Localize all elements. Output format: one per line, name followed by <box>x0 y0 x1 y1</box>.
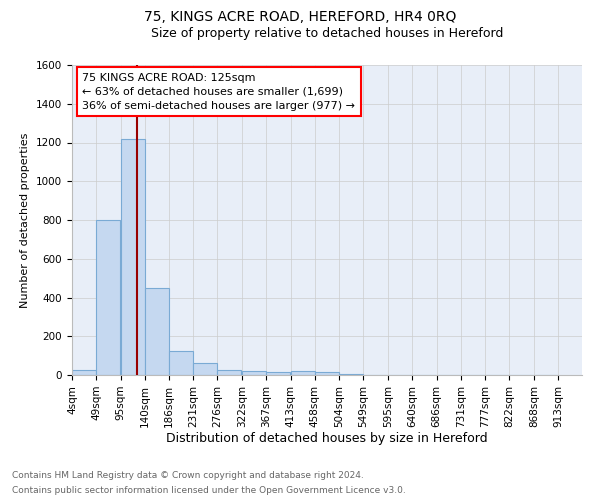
Text: Contains HM Land Registry data © Crown copyright and database right 2024.: Contains HM Land Registry data © Crown c… <box>12 471 364 480</box>
Bar <box>315 372 339 375</box>
Bar <box>96 220 120 375</box>
Bar <box>169 351 193 375</box>
Y-axis label: Number of detached properties: Number of detached properties <box>20 132 31 308</box>
Bar <box>217 370 241 375</box>
Text: 75 KINGS ACRE ROAD: 125sqm
← 63% of detached houses are smaller (1,699)
36% of s: 75 KINGS ACRE ROAD: 125sqm ← 63% of deta… <box>82 72 355 111</box>
Bar <box>339 374 364 375</box>
Text: 75, KINGS ACRE ROAD, HEREFORD, HR4 0RQ: 75, KINGS ACRE ROAD, HEREFORD, HR4 0RQ <box>144 10 456 24</box>
Bar <box>72 370 96 375</box>
Bar <box>121 138 145 375</box>
Bar <box>193 364 217 375</box>
Bar <box>266 372 290 375</box>
Text: Contains public sector information licensed under the Open Government Licence v3: Contains public sector information licen… <box>12 486 406 495</box>
Bar <box>290 371 315 375</box>
Bar <box>145 288 169 375</box>
Title: Size of property relative to detached houses in Hereford: Size of property relative to detached ho… <box>151 27 503 40</box>
Bar <box>242 371 266 375</box>
X-axis label: Distribution of detached houses by size in Hereford: Distribution of detached houses by size … <box>166 432 488 446</box>
